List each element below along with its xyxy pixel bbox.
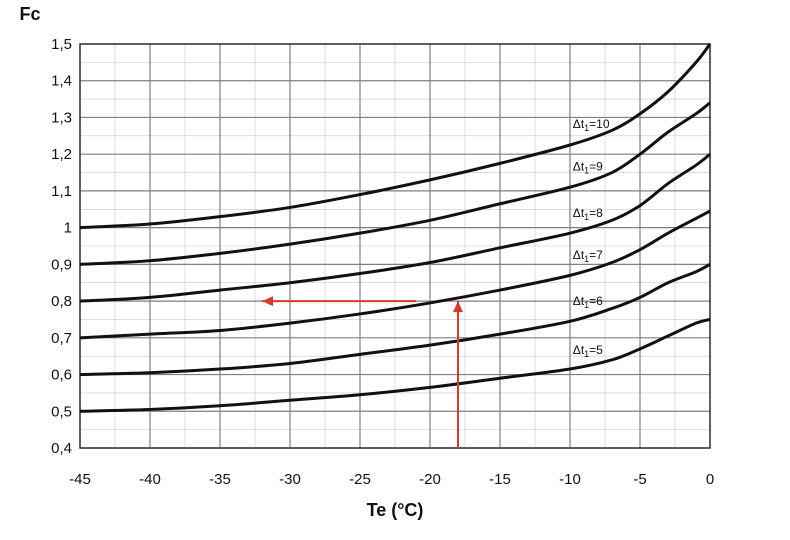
series-line xyxy=(79,43,712,230)
annotations xyxy=(262,296,463,448)
x-tick-label: -20 xyxy=(419,471,441,488)
series-label: Δt1=8 xyxy=(573,206,603,222)
y-tick-label: 1 xyxy=(64,220,72,237)
x-tick-label: -40 xyxy=(139,471,161,488)
y-axis-title: Fc xyxy=(19,4,40,24)
x-tick-label: -45 xyxy=(69,471,91,488)
y-tick-label: 0,6 xyxy=(51,367,72,384)
x-tick-label: -35 xyxy=(209,471,231,488)
series-line xyxy=(79,317,711,413)
x-tick-label: 0 xyxy=(706,471,714,488)
x-tick-labels: -45 -40 -35 -30 -25 -20 -15 -10 -5 0 xyxy=(69,471,714,488)
minor-grid xyxy=(80,44,710,448)
series-line xyxy=(79,101,711,266)
y-tick-label: 0,5 xyxy=(51,403,72,420)
series-label: Δt1=9 xyxy=(573,159,603,175)
series-label: Δt1=5 xyxy=(573,343,603,359)
y-tick-label: 1,4 xyxy=(51,73,72,90)
y-tick-label: 1,2 xyxy=(51,146,72,163)
x-axis-title: Te (°C) xyxy=(367,500,424,520)
series-line xyxy=(79,153,711,303)
curves xyxy=(79,43,712,413)
x-tick-label: -10 xyxy=(559,471,581,488)
x-tick-label: -5 xyxy=(633,471,646,488)
y-tick-labels: 0,4 0,5 0,6 0,7 0,8 0,9 1 1,1 1,2 1,3 1,4 1,5 xyxy=(51,36,72,457)
grid xyxy=(79,43,711,449)
y-tick-label: 0,7 xyxy=(51,330,72,347)
x-tick-label: -25 xyxy=(349,471,371,488)
arrow-head xyxy=(453,301,463,313)
series-line xyxy=(79,263,711,377)
y-tick-label: 1,5 xyxy=(51,36,72,53)
y-tick-label: 0,9 xyxy=(51,256,72,273)
series-label: Δt1=7 xyxy=(573,248,603,264)
x-tick-label: -30 xyxy=(279,471,301,488)
series-label: Δt1=10 xyxy=(573,117,610,133)
y-tick-label: 0,4 xyxy=(51,440,72,457)
series-label: Δt1=6 xyxy=(573,294,603,310)
x-tick-label: -15 xyxy=(489,471,511,488)
curve-labels: Δt1=10 Δt1=9 Δt1=8 Δt1=7 Δt1=6 Δt1=5 xyxy=(573,117,610,359)
y-tick-label: 0,8 xyxy=(51,293,72,310)
y-tick-label: 1,3 xyxy=(51,109,72,126)
arrow-head xyxy=(262,296,273,307)
y-tick-label: 1,1 xyxy=(51,183,72,200)
plot-frame xyxy=(79,43,711,449)
series-line xyxy=(79,209,711,340)
